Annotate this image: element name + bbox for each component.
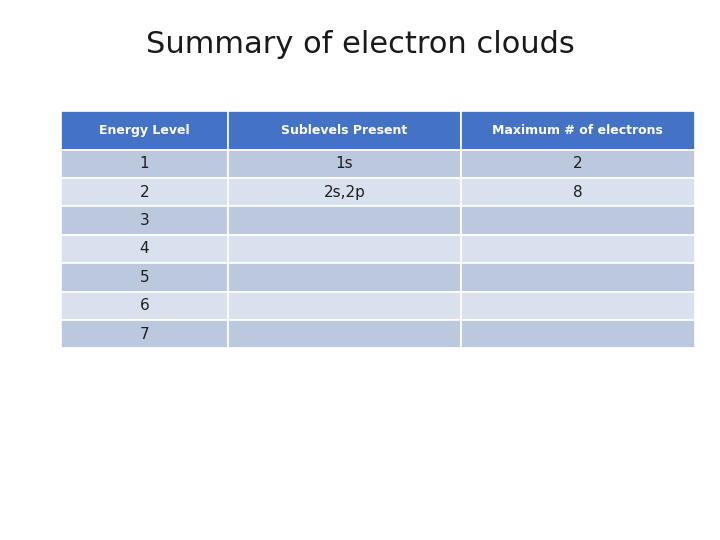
Text: 1: 1 bbox=[140, 156, 149, 171]
Text: 6: 6 bbox=[140, 298, 149, 313]
Text: 4: 4 bbox=[140, 241, 149, 256]
Text: Maximum # of electrons: Maximum # of electrons bbox=[492, 124, 663, 137]
Text: Summary of electron clouds: Summary of electron clouds bbox=[145, 30, 575, 59]
Text: 1s: 1s bbox=[336, 156, 354, 171]
Text: 2: 2 bbox=[140, 185, 149, 200]
Text: 3: 3 bbox=[140, 213, 149, 228]
Text: 2s,2p: 2s,2p bbox=[323, 185, 365, 200]
Text: 5: 5 bbox=[140, 270, 149, 285]
Text: 2: 2 bbox=[573, 156, 582, 171]
Text: 8: 8 bbox=[573, 185, 582, 200]
Text: Sublevels Present: Sublevels Present bbox=[282, 124, 408, 137]
Text: 7: 7 bbox=[140, 327, 149, 342]
Text: Energy Level: Energy Level bbox=[99, 124, 190, 137]
